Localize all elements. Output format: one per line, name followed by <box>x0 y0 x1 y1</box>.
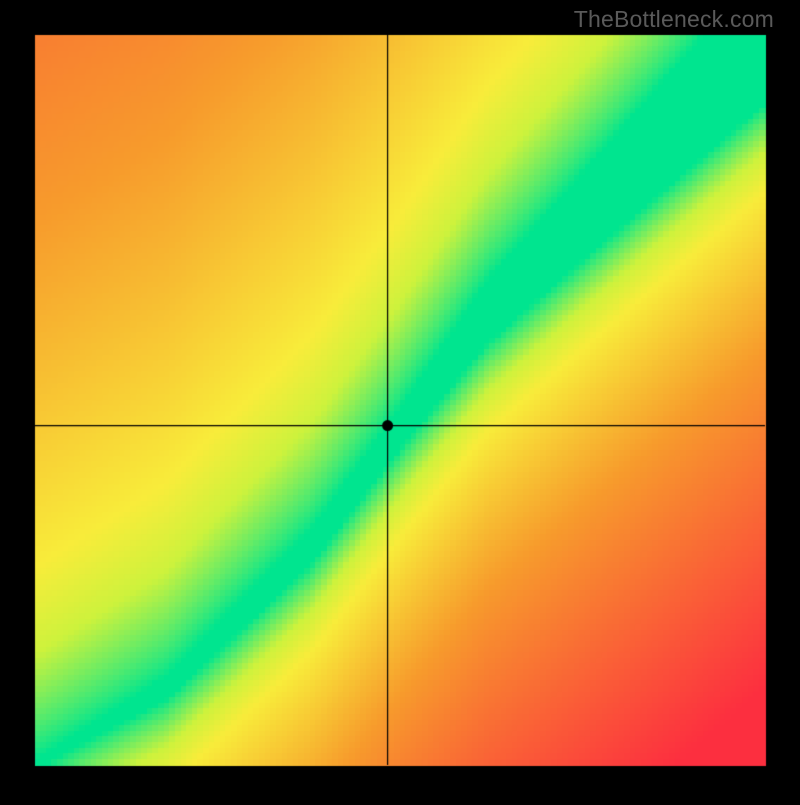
heatmap-canvas <box>0 0 800 800</box>
watermark-text: TheBottleneck.com <box>574 6 774 33</box>
figure-root: TheBottleneck.com <box>0 0 800 800</box>
